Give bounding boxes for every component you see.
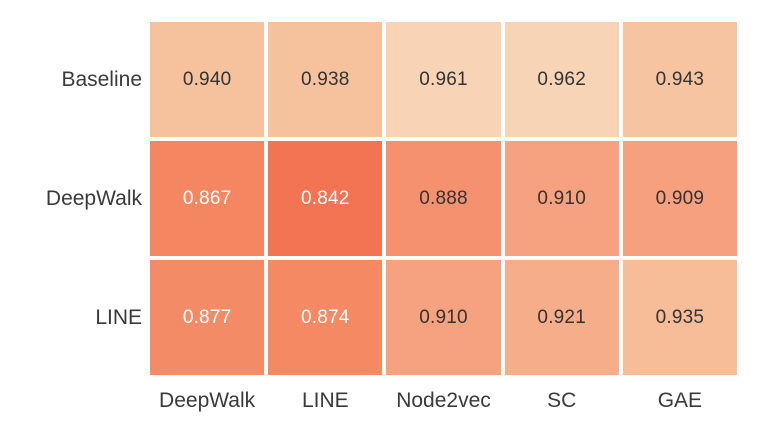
y-axis-labels: Baseline DeepWalk LINE [0,22,142,375]
col-label-gae: GAE [657,389,703,412]
row-label-line: LINE [95,305,142,329]
col-label-sc: SC [547,389,577,412]
heatmap-cell: 0.867 [150,141,265,256]
heatmap-grid: 0.940 0.938 0.961 0.962 0.943 0.867 0.842 0.888… [150,22,737,375]
heatmap-cell: 0.842 [268,141,383,256]
col-label-deepwalk: DeepWalk [159,389,256,412]
heatmap-cell: 0.935 [622,260,737,375]
heatmap-cell: 0.938 [268,22,383,137]
heatmap-cell: 0.943 [622,22,737,137]
heatmap-cell: 0.921 [504,260,619,375]
row-label-deepwalk: DeepWalk [45,186,142,210]
row-label-baseline: Baseline [61,67,142,91]
heatmap-cell: 0.910 [504,141,619,256]
heatmap-cell: 0.961 [386,22,501,137]
col-label-node2vec: Node2vec [396,389,491,412]
heatmap-cell: 0.877 [150,260,265,375]
heatmap-cell: 0.874 [268,260,383,375]
x-axis-labels: DeepWalk LINE Node2vec SC GAE [150,384,737,418]
heatmap-cell: 0.888 [386,141,501,256]
col-label-line: LINE [301,389,349,412]
heatmap-cell: 0.962 [504,22,619,137]
heatmap-cell: 0.940 [150,22,265,137]
heatmap-cell: 0.910 [386,260,501,375]
heatmap-cell: 0.909 [622,141,737,256]
